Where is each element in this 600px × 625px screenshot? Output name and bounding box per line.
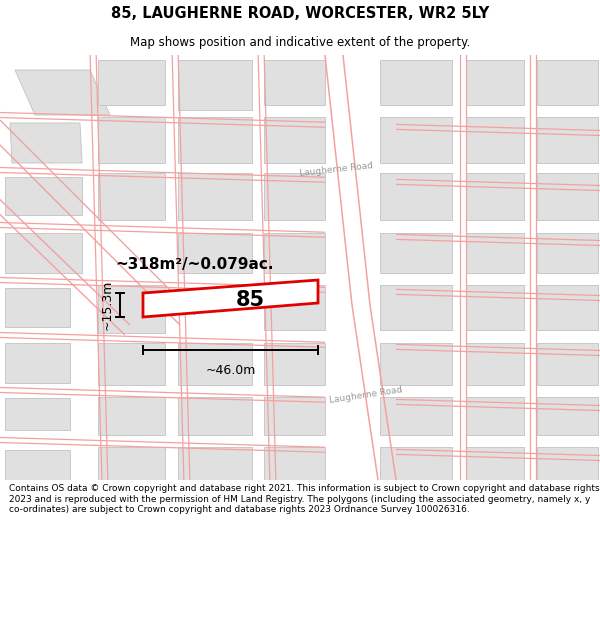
Polygon shape [466, 343, 524, 385]
Polygon shape [537, 447, 598, 480]
Polygon shape [537, 285, 598, 330]
Polygon shape [380, 173, 452, 220]
Polygon shape [466, 60, 524, 105]
Polygon shape [178, 447, 252, 480]
Text: 85: 85 [235, 290, 265, 310]
Polygon shape [5, 177, 82, 215]
Polygon shape [264, 60, 325, 105]
Text: Laugherne Road: Laugherne Road [299, 161, 373, 179]
Text: ~15.3m: ~15.3m [101, 280, 114, 330]
Polygon shape [380, 117, 452, 163]
Polygon shape [5, 288, 70, 327]
Polygon shape [537, 117, 598, 163]
Text: ~318m²/~0.079ac.: ~318m²/~0.079ac. [116, 258, 274, 272]
Polygon shape [466, 285, 524, 330]
Polygon shape [264, 397, 325, 435]
Polygon shape [98, 343, 165, 385]
Polygon shape [466, 117, 524, 163]
Polygon shape [380, 233, 452, 273]
Polygon shape [264, 447, 325, 480]
Text: Map shows position and indicative extent of the property.: Map shows position and indicative extent… [130, 36, 470, 49]
Polygon shape [466, 397, 524, 435]
Polygon shape [264, 117, 325, 163]
Polygon shape [178, 397, 252, 435]
Polygon shape [380, 285, 452, 330]
Polygon shape [380, 397, 452, 435]
Polygon shape [5, 450, 70, 480]
Polygon shape [264, 173, 325, 220]
Text: Contains OS data © Crown copyright and database right 2021. This information is : Contains OS data © Crown copyright and d… [9, 484, 599, 514]
Polygon shape [98, 173, 165, 220]
Polygon shape [98, 117, 165, 163]
Polygon shape [5, 233, 82, 273]
Polygon shape [264, 343, 325, 385]
Polygon shape [380, 60, 452, 105]
Polygon shape [537, 173, 598, 220]
Polygon shape [10, 123, 82, 163]
Polygon shape [178, 117, 252, 163]
Text: Laugherne Road: Laugherne Road [329, 385, 403, 405]
Polygon shape [178, 343, 252, 385]
Polygon shape [5, 343, 70, 383]
Polygon shape [466, 447, 524, 480]
Text: 85, LAUGHERNE ROAD, WORCESTER, WR2 5LY: 85, LAUGHERNE ROAD, WORCESTER, WR2 5LY [111, 6, 489, 21]
Polygon shape [380, 343, 452, 385]
Polygon shape [98, 285, 165, 333]
Polygon shape [466, 173, 524, 220]
Polygon shape [98, 447, 165, 480]
Polygon shape [98, 60, 165, 105]
Polygon shape [178, 60, 252, 110]
Polygon shape [264, 285, 325, 330]
Polygon shape [178, 173, 252, 220]
Polygon shape [98, 397, 165, 435]
Polygon shape [466, 233, 524, 273]
Polygon shape [178, 233, 252, 273]
Polygon shape [5, 398, 70, 430]
Text: ~46.0m: ~46.0m [205, 364, 256, 377]
Polygon shape [264, 233, 325, 273]
Polygon shape [537, 343, 598, 385]
Polygon shape [537, 60, 598, 105]
Polygon shape [143, 280, 318, 317]
Polygon shape [380, 447, 452, 480]
Polygon shape [15, 70, 110, 115]
Polygon shape [537, 397, 598, 435]
Polygon shape [537, 233, 598, 273]
